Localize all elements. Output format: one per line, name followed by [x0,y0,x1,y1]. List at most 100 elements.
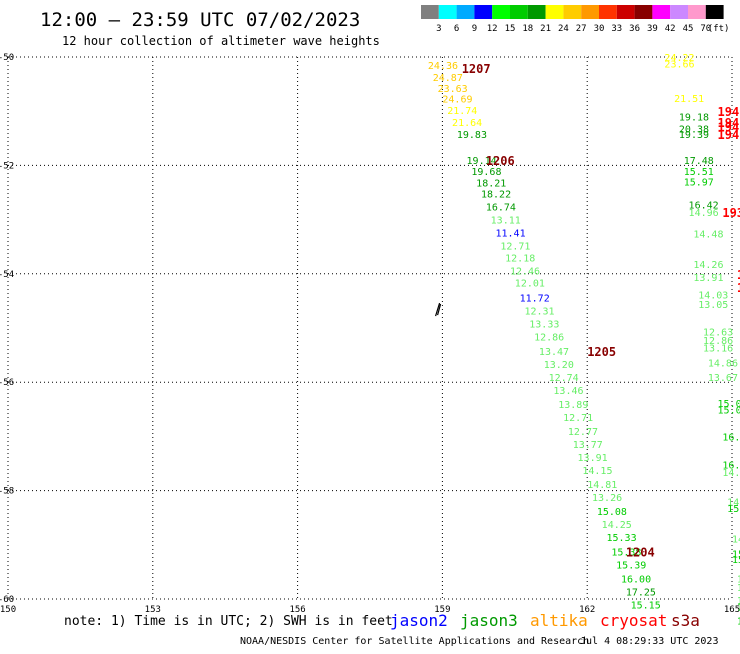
lat-tick-label: -50 [0,53,14,63]
swh-value: 14.96 [689,208,719,219]
swh-value: 12.63 [703,327,733,338]
swh-value: 12.01 [515,278,545,289]
legend-swatch [456,5,475,19]
swh-value: 14.95 [722,468,740,479]
swh-value: 15.39 [616,560,646,571]
swh-value: 14.78 [727,497,740,508]
pass-time-label: 1204 [626,545,655,559]
page-subtitle: 12 hour collection of altimeter wave hei… [62,34,380,48]
color-legend: 3 6 9 12 15 18 21 24 27 30 33 36 39 42 45 70(ft) [421,5,729,34]
legend-label: 42 [665,24,676,34]
swh-value: 15.04 [718,399,740,410]
legend-label: 24 [558,24,569,34]
legend-swatch [545,5,564,19]
swh-value: 15.94 [737,617,740,628]
swh-value: 12.31 [524,307,554,318]
lon-tick-label: 150 [0,605,16,615]
legend-swatch [581,5,599,19]
legend-swatch [688,5,706,19]
swh-value: 21.74 [447,106,477,117]
swh-value: 15.51 [684,167,714,178]
pass-time-label: 1939 [737,281,740,295]
swh-value: 16.00 [621,574,651,585]
legend-label: 30 [594,24,605,34]
lat-tick-label: -58 [0,487,14,497]
legend-swatch [634,5,653,19]
swh-value: 14.64 [732,534,740,545]
swh-value: 13.33 [529,320,559,331]
swh-value: 24.36 [428,61,458,72]
lon-tick-label: 159 [434,605,450,615]
swh-value: 14.25 [602,520,632,531]
swh-value: 13.91 [693,273,723,284]
pass-time-label: 1207 [462,62,491,76]
swh-value: 15.05 [718,405,740,416]
lat-tick-label: -60 [0,595,14,605]
swh-value: 15.15 [631,600,661,611]
swh-value: 15.38 [611,547,641,558]
swh-value: 21.51 [674,94,704,105]
swh-value: 12.71 [500,242,530,253]
legend-swatch [527,5,546,19]
swh-value: 13.11 [491,216,521,227]
lat-tick-label: -56 [0,378,14,388]
lon-tick-label: 165 [724,605,740,615]
lon-tick-label: 162 [579,605,595,615]
swh-value: 13.91 [578,453,608,464]
swh-value: 17.48 [684,156,714,167]
land-features [434,302,442,317]
swh-value: 24.87 [433,73,463,84]
swh-value: 18.21 [476,179,506,190]
pass-time-label: 1940 [718,128,740,142]
swh-value: 13.77 [573,440,603,451]
pass-time-labels: 1207120612051204194019401940194019391939… [462,62,740,559]
swh-value: 15.33 [732,555,740,566]
lat-tick-label: -54 [0,270,14,280]
swh-value: 11.41 [495,229,525,240]
legend-swatch [599,5,617,19]
footer-note: note: 1) Time is in UTC; 2) SWH is in fe… [64,614,393,629]
swh-value: 12.74 [549,373,579,384]
swh-value: 12.46 [510,267,540,278]
pass-time-label: 1940 [718,116,740,130]
satellite-name: cryosat [600,611,667,630]
legend-label: 15 [505,24,516,34]
swh-value: 13.46 [553,386,583,397]
legend-label: 18 [522,24,533,34]
legend-label: 9 [472,24,477,34]
axis-tick-labels: 150 153 156 159 162 165 -50 -52 -54 -56 -58 -60 [0,53,740,615]
swh-value: 15.93 [737,603,740,614]
legend-swatch [421,5,439,19]
swh-value: 15.33 [607,533,637,544]
legend-label: 3 [436,24,441,34]
generated-timestamp: Jul 4 08:29:33 UTC 2023 [580,636,718,647]
swh-value: 19.39 [679,130,709,141]
swh-value: 24.69 [442,95,472,106]
swh-value: 13.47 [539,347,569,358]
legend-swatch [563,5,582,19]
legend-label: 39 [647,24,658,34]
swh-value: 16.42 [689,200,719,211]
legend-swatch [438,5,457,19]
satellite-name: s3a [671,611,700,630]
satellite-name: jason2 [390,611,448,630]
lon-tick-label: 156 [289,605,305,615]
legend-label: 45 [683,24,694,34]
legend-label: 27 [576,24,587,34]
satellite-name: altika [530,611,588,630]
page-title: 12:00 — 23:59 UTC 07/02/2023 [40,9,360,31]
legend-swatch [492,5,510,19]
swh-value: 24.22 [664,53,694,64]
credit-line: NOAA/NESDIS Center for Satellite Applica… [240,636,589,647]
swh-value: 12.86 [703,336,733,347]
swh-value: 17.25 [626,587,656,598]
swh-value: 19.18 [679,113,709,124]
legend-label: 21 [540,24,551,34]
swh-value: 23.63 [438,84,468,95]
legend-label: 70 [700,24,711,34]
swh-value: 19.14 [467,156,497,167]
legend-swatch [474,5,493,19]
swh-value: 16.74 [486,203,516,214]
